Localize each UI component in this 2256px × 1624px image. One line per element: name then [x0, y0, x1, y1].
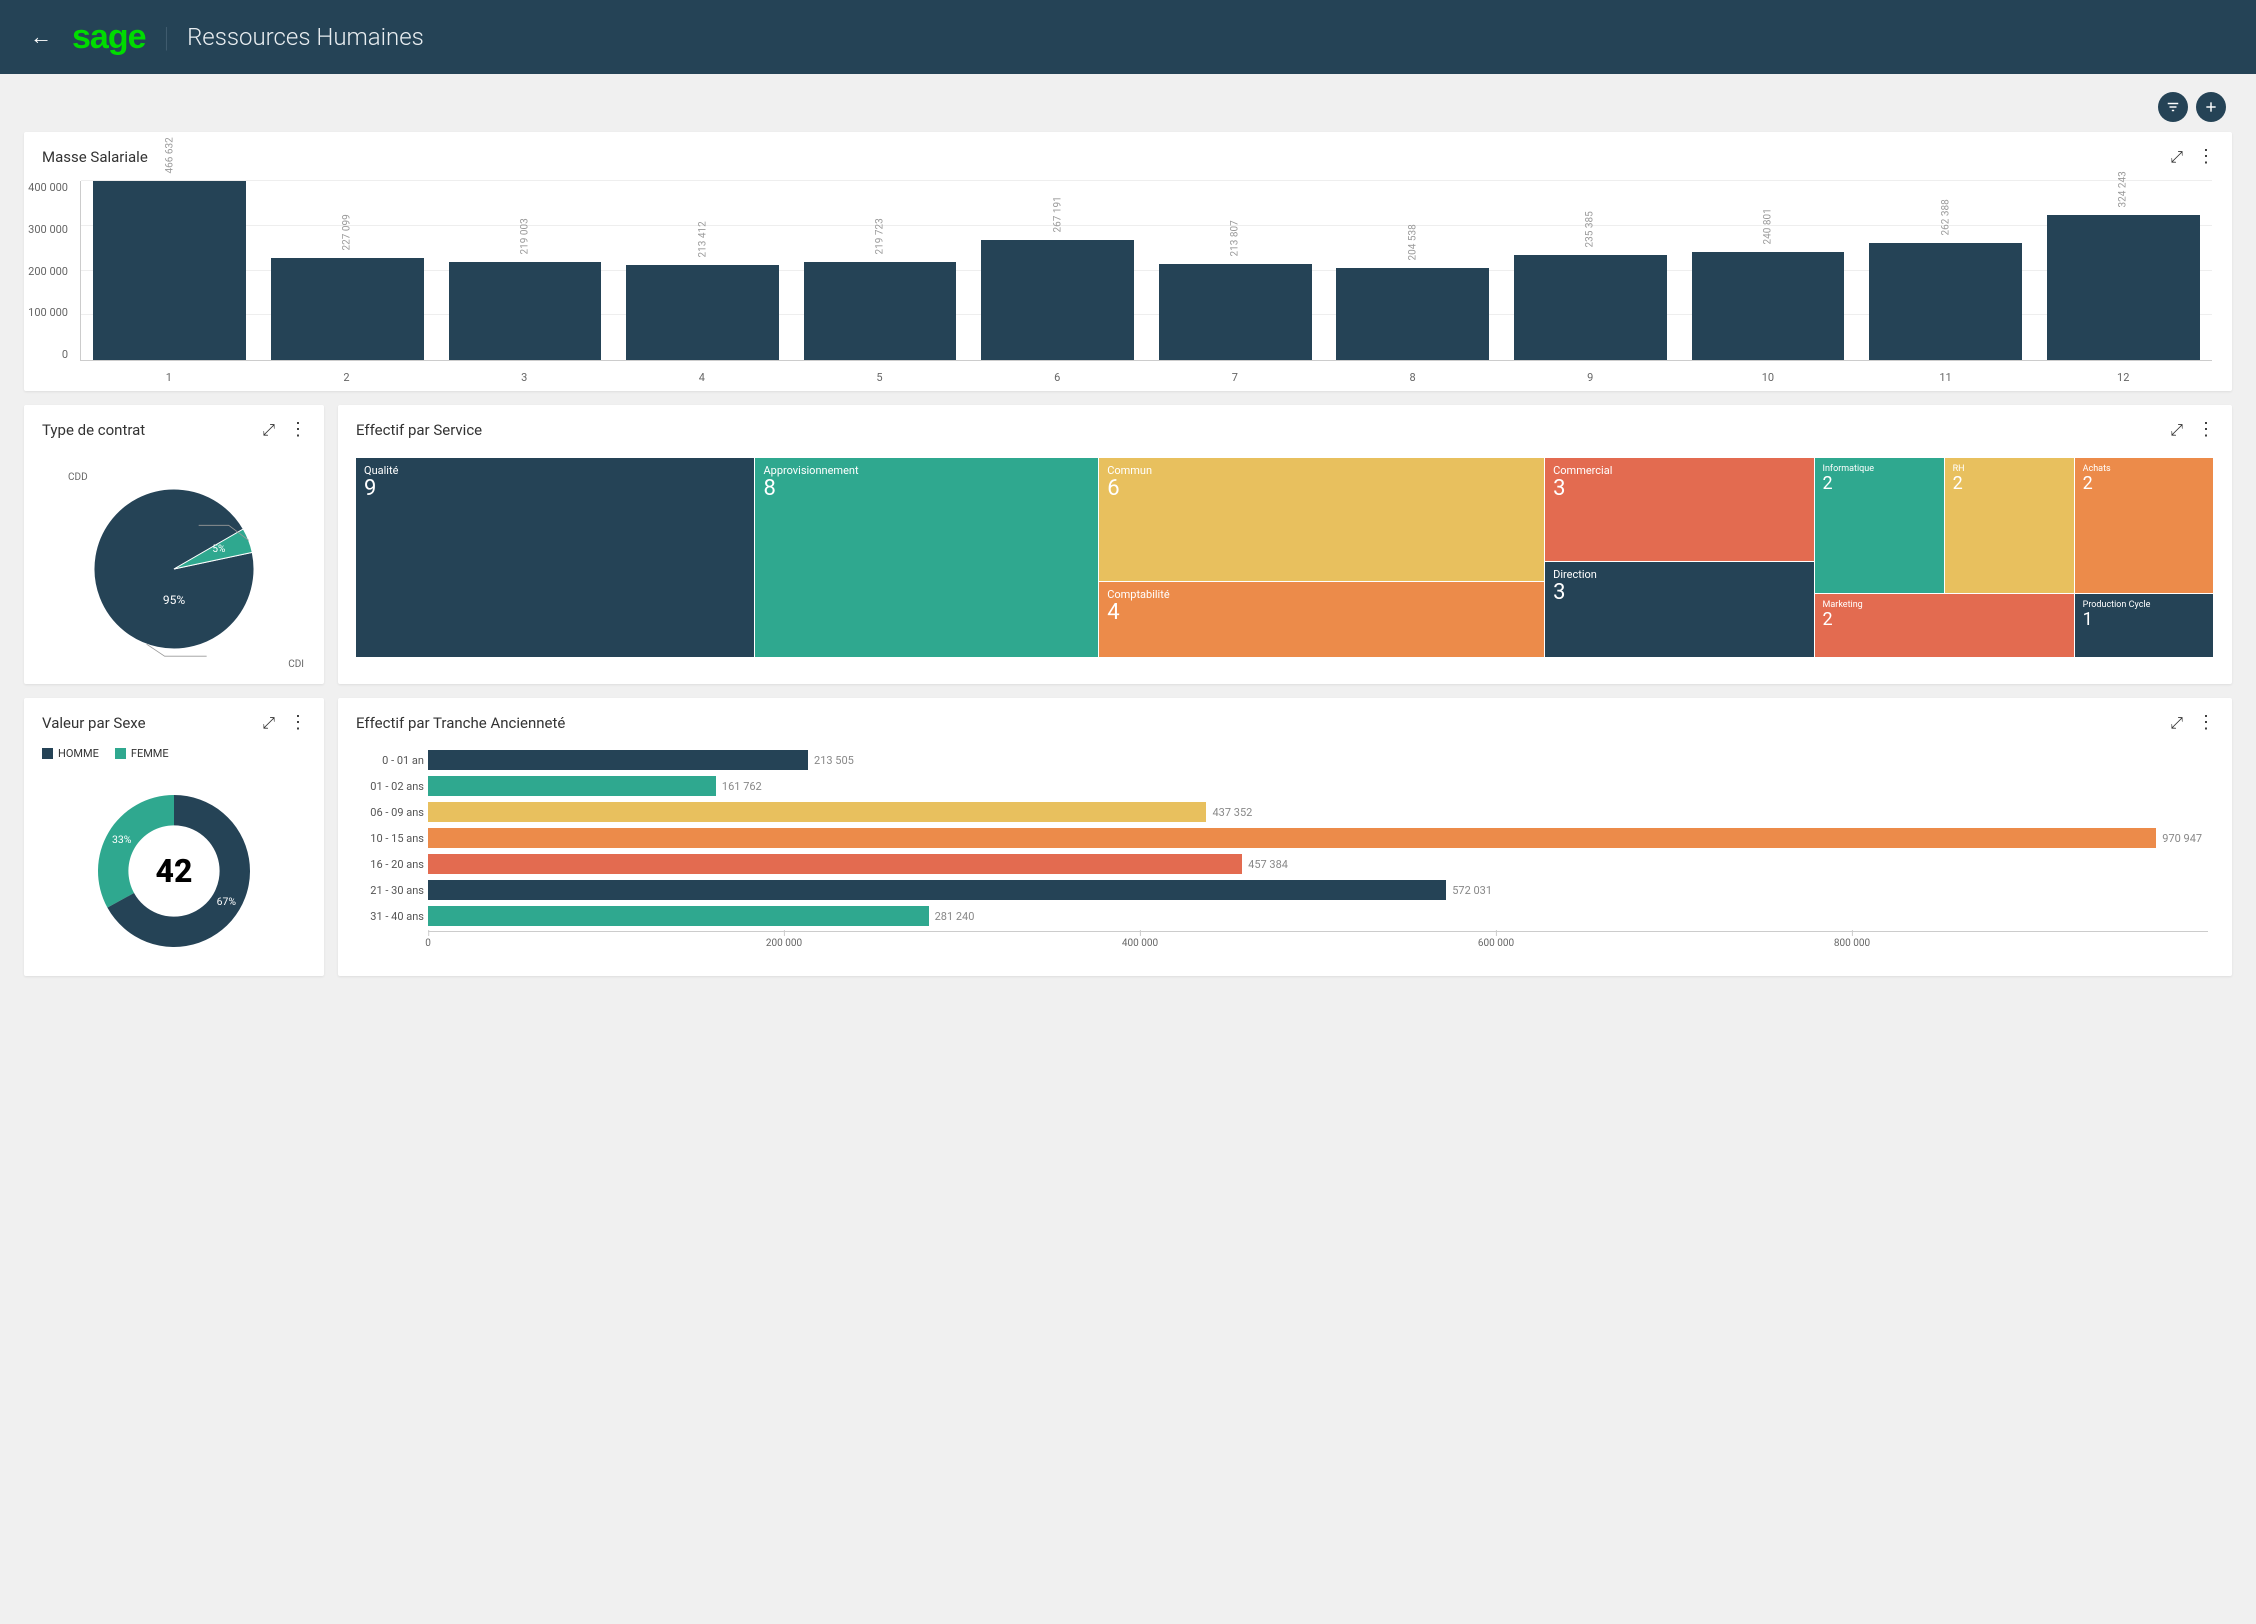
expand-icon[interactable]: ⤢: [2170, 420, 2183, 440]
more-icon[interactable]: ⋮: [289, 419, 306, 440]
donut-center-value: 42: [156, 852, 193, 890]
masse-salariale-chart: 400 000300 000200 000100 0000 466 632227…: [24, 181, 2232, 391]
valeur-sexe-chart: 33% 67% 42: [24, 766, 324, 976]
bar[interactable]: 240 801: [1679, 181, 1857, 360]
bar[interactable]: 219 003: [436, 181, 614, 360]
hbar-row[interactable]: 10 - 15 ans970 947: [428, 825, 2208, 851]
treemap-cell[interactable]: Informatique2: [1815, 458, 1945, 594]
pie-label-cdd: CDD: [68, 472, 88, 483]
type-contrat-card: Type de contrat ⤢ ⋮ 95% 5% CDD CDI: [24, 405, 324, 684]
svg-text:5%: 5%: [212, 544, 225, 555]
back-arrow-icon[interactable]: ←: [30, 24, 52, 50]
filter-button[interactable]: [2158, 92, 2188, 122]
treemap-cell[interactable]: Commercial3: [1545, 458, 1814, 562]
header-divider: |: [164, 21, 170, 54]
add-button[interactable]: [2196, 92, 2226, 122]
treemap-cell[interactable]: Qualité9: [356, 458, 755, 658]
page-title: Ressources Humaines: [187, 23, 424, 51]
bar[interactable]: 213 807: [1146, 181, 1324, 360]
bar[interactable]: 219 723: [791, 181, 969, 360]
type-contrat-chart: 95% 5% CDD CDI: [24, 454, 324, 684]
more-icon[interactable]: ⋮: [289, 712, 306, 733]
bar[interactable]: 267 191: [969, 181, 1147, 360]
anciennete-chart: 0 - 01 an213 50501 - 02 ans161 76206 - 0…: [338, 747, 2232, 973]
hbar-row[interactable]: 31 - 40 ans281 240: [428, 903, 2208, 929]
more-icon[interactable]: ⋮: [2197, 712, 2214, 733]
treemap-cell[interactable]: RH2: [1945, 458, 2075, 594]
filter-icon: [2166, 100, 2180, 114]
hbar-row[interactable]: 01 - 02 ans161 762: [428, 773, 2208, 799]
bar[interactable]: 235 385: [1502, 181, 1680, 360]
pie-label-cdi: CDI: [288, 659, 304, 670]
plus-icon: [2204, 100, 2218, 114]
hbar-row[interactable]: 21 - 30 ans572 031: [428, 877, 2208, 903]
bar[interactable]: 213 412: [614, 181, 792, 360]
expand-icon[interactable]: ⤢: [2170, 147, 2183, 167]
hbar-row[interactable]: 06 - 09 ans437 352: [428, 799, 2208, 825]
valeur-sexe-card: Valeur par Sexe ⤢ ⋮ HOMME FEMME 33% 67% 42: [24, 698, 324, 976]
page-action-bar: [0, 74, 2256, 132]
bar[interactable]: 466 632: [81, 181, 259, 360]
bar[interactable]: 324 243: [2034, 181, 2212, 360]
hbar-row[interactable]: 0 - 01 an213 505: [428, 747, 2208, 773]
effectif-service-card: Effectif par Service ⤢ ⋮ Qualité9Approvi…: [338, 405, 2232, 684]
brand-logo: sage: [72, 18, 146, 57]
treemap-cell[interactable]: Achats2: [2075, 458, 2214, 594]
treemap-cell[interactable]: Comptabilité4: [1099, 582, 1545, 658]
card-title: Masse Salariale: [42, 148, 148, 166]
donut-legend: HOMME FEMME: [24, 747, 324, 766]
svg-text:95%: 95%: [163, 593, 185, 607]
card-title: Effectif par Service: [356, 421, 482, 439]
treemap-cell[interactable]: Direction3: [1545, 562, 1814, 658]
treemap-cell[interactable]: Commun6: [1099, 458, 1545, 582]
treemap-cell[interactable]: Approvisionnement8: [755, 458, 1099, 658]
expand-icon[interactable]: ⤢: [262, 713, 275, 733]
bar[interactable]: 262 388: [1857, 181, 2035, 360]
expand-icon[interactable]: ⤢: [262, 420, 275, 440]
card-title: Valeur par Sexe: [42, 714, 146, 732]
legend-item[interactable]: FEMME: [115, 747, 169, 760]
app-header: ← sage | Ressources Humaines: [0, 0, 2256, 74]
more-icon[interactable]: ⋮: [2197, 419, 2214, 440]
card-title: Type de contrat: [42, 421, 145, 439]
legend-item[interactable]: HOMME: [42, 747, 99, 760]
card-title: Effectif par Tranche Ancienneté: [356, 714, 565, 732]
bar[interactable]: 204 538: [1324, 181, 1502, 360]
more-icon[interactable]: ⋮: [2197, 146, 2214, 167]
expand-icon[interactable]: ⤢: [2170, 713, 2183, 733]
hbar-row[interactable]: 16 - 20 ans457 384: [428, 851, 2208, 877]
treemap-cell[interactable]: Production Cycle1: [2075, 594, 2214, 658]
bar[interactable]: 227 099: [259, 181, 437, 360]
svg-text:67%: 67%: [217, 895, 237, 908]
svg-text:33%: 33%: [112, 833, 132, 846]
treemap-cell[interactable]: Marketing2: [1815, 594, 2075, 658]
anciennete-card: Effectif par Tranche Ancienneté ⤢ ⋮ 0 - …: [338, 698, 2232, 976]
masse-salariale-card: Masse Salariale ⤢ ⋮ 400 000300 000200 00…: [24, 132, 2232, 391]
effectif-service-treemap: Qualité9Approvisionnement8Commun6Comptab…: [338, 454, 2232, 676]
